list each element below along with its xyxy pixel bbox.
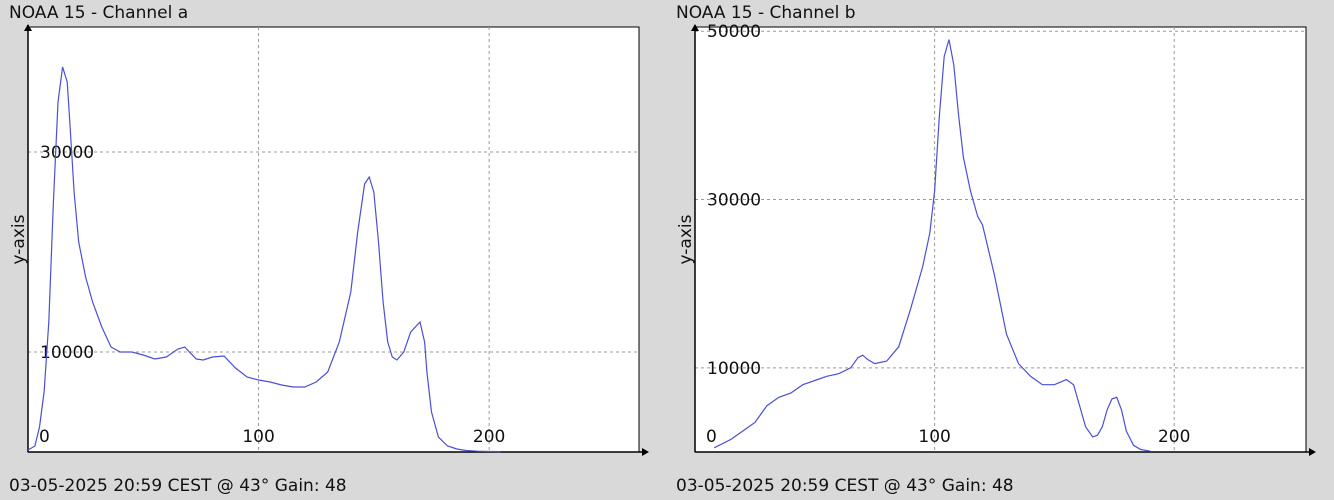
x-axis-arrow (642, 448, 649, 456)
line-chart: 10000 30000 0 100 200 y-axis (9, 24, 649, 456)
series-line (27, 66, 501, 453)
plot-area (27, 26, 640, 453)
series-line (713, 39, 1151, 452)
y-axis-arrow (24, 24, 32, 31)
y-tick-label: 10000 (707, 359, 761, 379)
line-chart: 10000 30000 50000 0 100 200 y-axis (676, 22, 1316, 456)
chart-panel-a: NOAA 15 - Channel a 10000 30000 0 100 200 y-a… (9, 0, 649, 500)
x-axis-arrow (1309, 448, 1316, 456)
x-tick-label: 100 (918, 427, 950, 447)
chart-title: NOAA 15 - Channel a (9, 3, 189, 23)
y-tick-label: 50000 (707, 22, 761, 42)
x-tick-label: 0 (39, 427, 50, 447)
x-tick-label: 200 (1158, 427, 1190, 447)
y-axis-arrow (691, 24, 699, 31)
y-tick-label: 30000 (707, 191, 761, 211)
y-tick-label: 30000 (40, 143, 94, 163)
x-tick-label: 0 (706, 427, 717, 447)
y-axis-label: y-axis (676, 214, 696, 264)
timestamp-gain-label: 03-05-2025 20:59 CEST @ 43° Gain: 48 (676, 476, 1014, 496)
chart-panel-b: NOAA 15 - Channel b 10000 30000 50000 0 100 2… (676, 0, 1316, 500)
plot-area (694, 26, 1307, 453)
chart-title: NOAA 15 - Channel b (676, 3, 856, 23)
x-tick-label: 100 (242, 427, 274, 447)
timestamp-gain-label: 03-05-2025 20:59 CEST @ 43° Gain: 48 (9, 476, 347, 496)
x-tick-label: 200 (473, 427, 505, 447)
y-tick-label: 10000 (40, 343, 94, 363)
y-axis-label: y-axis (9, 214, 29, 264)
